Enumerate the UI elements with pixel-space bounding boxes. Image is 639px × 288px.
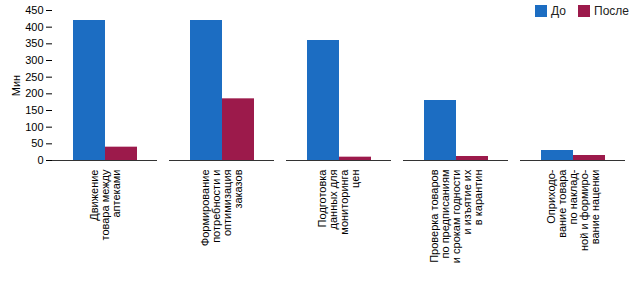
svg-text:250: 250	[25, 71, 43, 83]
svg-text:450: 450	[25, 4, 43, 16]
svg-text:50: 50	[31, 137, 43, 149]
svg-text:400: 400	[25, 21, 43, 33]
svg-text:0: 0	[37, 154, 43, 166]
svg-text:Проверка товаровпо предписания: Проверка товаровпо предписаниями срокам …	[428, 169, 484, 263]
svg-text:300: 300	[25, 54, 43, 66]
svg-text:Подготовкаданных длямониторинг: Подготовкаданных длямониторингацен	[316, 169, 361, 235]
svg-text:200: 200	[25, 87, 43, 99]
svg-text:100: 100	[25, 121, 43, 133]
svg-text:Мин: Мин	[10, 75, 22, 96]
svg-text:Движениетовара междуаптеками: Движениетовара междуаптеками	[88, 169, 122, 240]
svg-text:Формированиепотребности иоптим: Формированиепотребности иоптимизациязака…	[199, 169, 244, 246]
svg-text:350: 350	[25, 37, 43, 49]
svg-text:Оприходо-вание товарапо наклад: Оприходо-вание товарапо наклад-ной и фор…	[545, 169, 601, 251]
svg-text:150: 150	[25, 104, 43, 116]
html-text:После: После	[594, 4, 629, 18]
html-text:До: До	[551, 4, 566, 18]
